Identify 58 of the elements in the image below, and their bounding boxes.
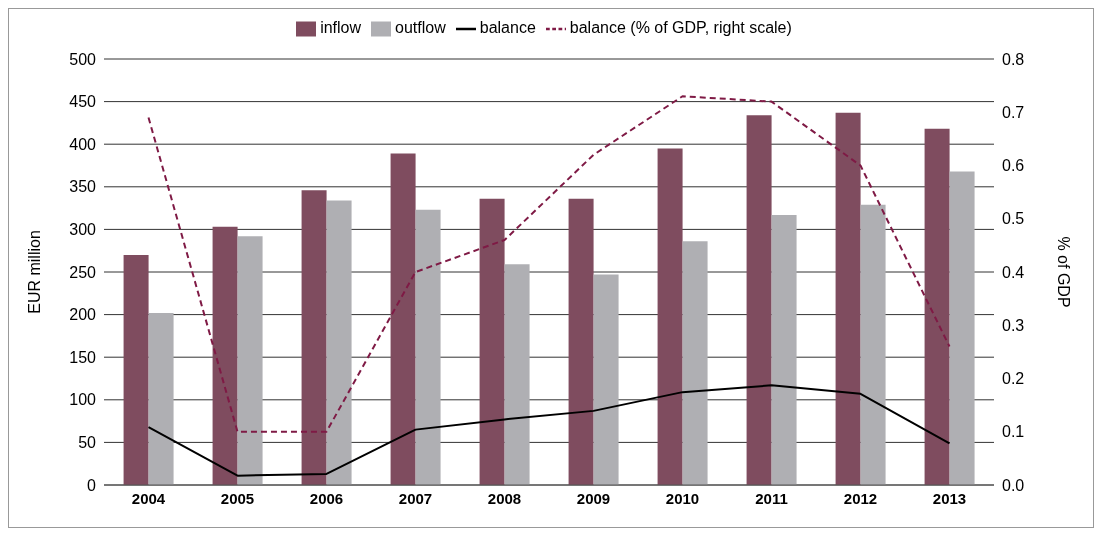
x-tick-label: 2012 bbox=[843, 489, 878, 507]
y-tick-label: 500 bbox=[69, 50, 97, 68]
y2-tick-label: 0.3 bbox=[1002, 316, 1025, 334]
y-tick-label: 200 bbox=[69, 306, 97, 324]
bar bbox=[568, 198, 594, 485]
x-tick-label: 2008 bbox=[487, 489, 522, 507]
bar bbox=[390, 153, 416, 485]
y-axis-title: EUR million bbox=[25, 230, 43, 314]
bar bbox=[771, 214, 797, 485]
y-tick-label: 300 bbox=[69, 221, 97, 239]
x-tick-label: 2004 bbox=[131, 489, 166, 507]
legend-label: balance (% of GDP, right scale) bbox=[569, 19, 792, 37]
bar bbox=[212, 226, 238, 485]
bar bbox=[237, 236, 263, 485]
bar bbox=[860, 204, 886, 485]
bar bbox=[326, 200, 352, 485]
y2-tick-label: 0.8 bbox=[1002, 50, 1025, 68]
x-tick-label: 2013 bbox=[932, 489, 967, 507]
bar bbox=[657, 148, 683, 485]
bar bbox=[504, 264, 530, 485]
y2-tick-label: 0.0 bbox=[1002, 476, 1025, 494]
x-tick-label: 2007 bbox=[398, 489, 433, 507]
x-tick-label: 2005 bbox=[220, 489, 255, 507]
y-tick-label: 350 bbox=[69, 178, 97, 196]
y-tick-label: 0 bbox=[87, 476, 97, 494]
bar bbox=[682, 241, 708, 485]
bar bbox=[924, 128, 950, 485]
y2-axis-title: % of GDP bbox=[1055, 236, 1073, 308]
y2-tick-label: 0.5 bbox=[1002, 210, 1025, 228]
y-tick-label: 450 bbox=[69, 93, 97, 111]
bar bbox=[949, 171, 975, 485]
x-tick-label: 2010 bbox=[665, 489, 700, 507]
line-series bbox=[147, 95, 951, 433]
y-tick-label: 150 bbox=[69, 348, 97, 366]
x-tick-label: 2006 bbox=[309, 489, 344, 507]
y-tick-label: 50 bbox=[78, 434, 97, 452]
legend-label: inflow bbox=[320, 19, 362, 37]
y2-tick-label: 0.6 bbox=[1002, 157, 1025, 175]
y-tick-label: 100 bbox=[69, 391, 97, 409]
bar bbox=[148, 312, 174, 485]
bar bbox=[479, 198, 505, 485]
legend-label: balance bbox=[479, 19, 536, 37]
bar bbox=[415, 209, 441, 485]
y2-tick-label: 0.1 bbox=[1002, 423, 1025, 441]
y2-tick-label: 0.2 bbox=[1002, 370, 1025, 388]
x-tick-label: 2009 bbox=[576, 489, 611, 507]
bar bbox=[835, 112, 861, 485]
legend-label: outflow bbox=[395, 19, 446, 37]
bar bbox=[746, 115, 772, 485]
bar bbox=[593, 274, 619, 485]
y-tick-label: 400 bbox=[69, 135, 97, 153]
y2-tick-label: 0.7 bbox=[1002, 103, 1025, 121]
bar bbox=[123, 254, 149, 485]
bar bbox=[301, 190, 327, 485]
line-series bbox=[147, 384, 951, 477]
y2-tick-label: 0.4 bbox=[1002, 263, 1025, 281]
x-tick-label: 2011 bbox=[755, 489, 788, 507]
y-tick-label: 250 bbox=[69, 263, 97, 281]
